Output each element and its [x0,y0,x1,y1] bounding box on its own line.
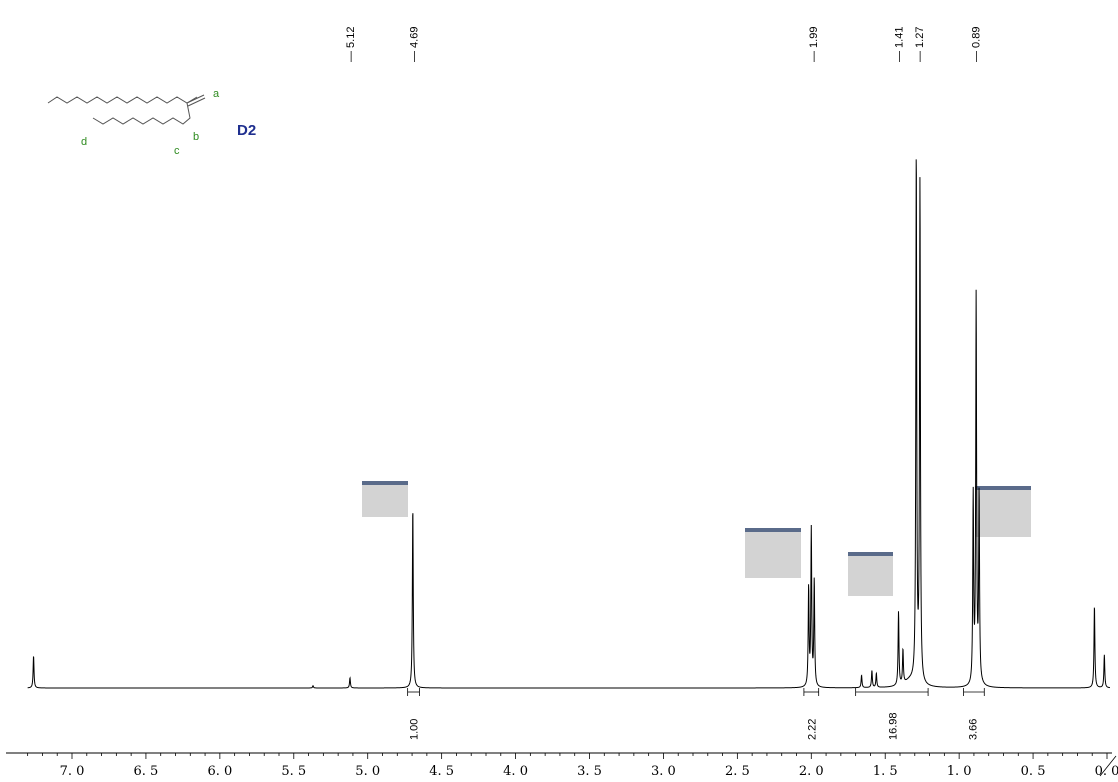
peak-labels: — 5.12 — 4.69 — 1.99 — 1.41 — 1.27 — 0.89 [345,27,982,62]
label-patch [975,486,1031,537]
label-patch-edge [848,552,893,556]
label-patch-edge [362,481,408,485]
peak-label: — 1.99 [808,27,820,62]
label-patch-edge [975,486,1031,490]
compound-label: D2 [237,122,256,139]
x-tick-label: 6. 5 [134,764,159,779]
label-patch [848,552,893,596]
label-patch-edge [745,528,801,532]
molecule-double-bond-b [187,97,206,107]
x-tick-label: 2. 0 [799,764,824,779]
atom-label-c: c [174,145,180,157]
x-tick-label: 3. 0 [651,764,676,779]
atom-label-b: b [193,131,199,143]
label-patch [362,481,408,517]
integral-value: 16.98 [888,712,900,740]
x-tick-label: 3. 5 [577,764,602,779]
spectrum-trace-group [27,159,1111,689]
molecule-upper-chain [47,96,198,104]
label-patch [745,528,801,578]
peak-label: — 5.12 [345,27,357,62]
peak-label: — 1.27 [914,27,926,62]
x-tick-label: 4. 5 [429,764,454,779]
x-tick-label: 7. 0 [60,764,85,779]
peak-label: — 1.41 [894,27,906,62]
x-tick-label: 0. 0 [1095,764,1118,779]
integral-value: 3.66 [967,719,979,740]
peak-label: — 0.89 [970,27,982,62]
x-tick-label: 6. 0 [207,764,232,779]
molecule-lower-chain [92,102,191,125]
atom-label-a: a [213,88,220,100]
x-tick-label: 1. 0 [947,764,972,779]
x-tick-label: 0. 5 [1021,764,1046,779]
label-patches [362,481,1031,596]
x-tick-label: 4. 0 [503,764,528,779]
x-tick-label: 2. 5 [725,764,750,779]
x-tick-label: 1. 5 [873,764,898,779]
integral-value: 2.22 [806,719,818,740]
x-tick-label: 5. 0 [355,764,380,779]
axis-break-mark [1099,755,1117,777]
spectrum-line [27,159,1111,689]
x-axis: 7. 0 6. 5 6. 0 5. 5 5. 0 4. 5 4. 0 3. 5 3. 0 2. 5… [6,752,1118,779]
peak-label: — 4.69 [409,27,421,62]
integral-value: 1.00 [409,719,421,740]
x-tick-label: 5. 5 [281,764,306,779]
molecule-structure: a b c d D2 [47,88,256,157]
molecule-double-bond-a [186,94,205,104]
integrals: 1.00 2.22 16.98 3.66 [407,688,985,740]
atom-label-d: d [81,136,87,148]
